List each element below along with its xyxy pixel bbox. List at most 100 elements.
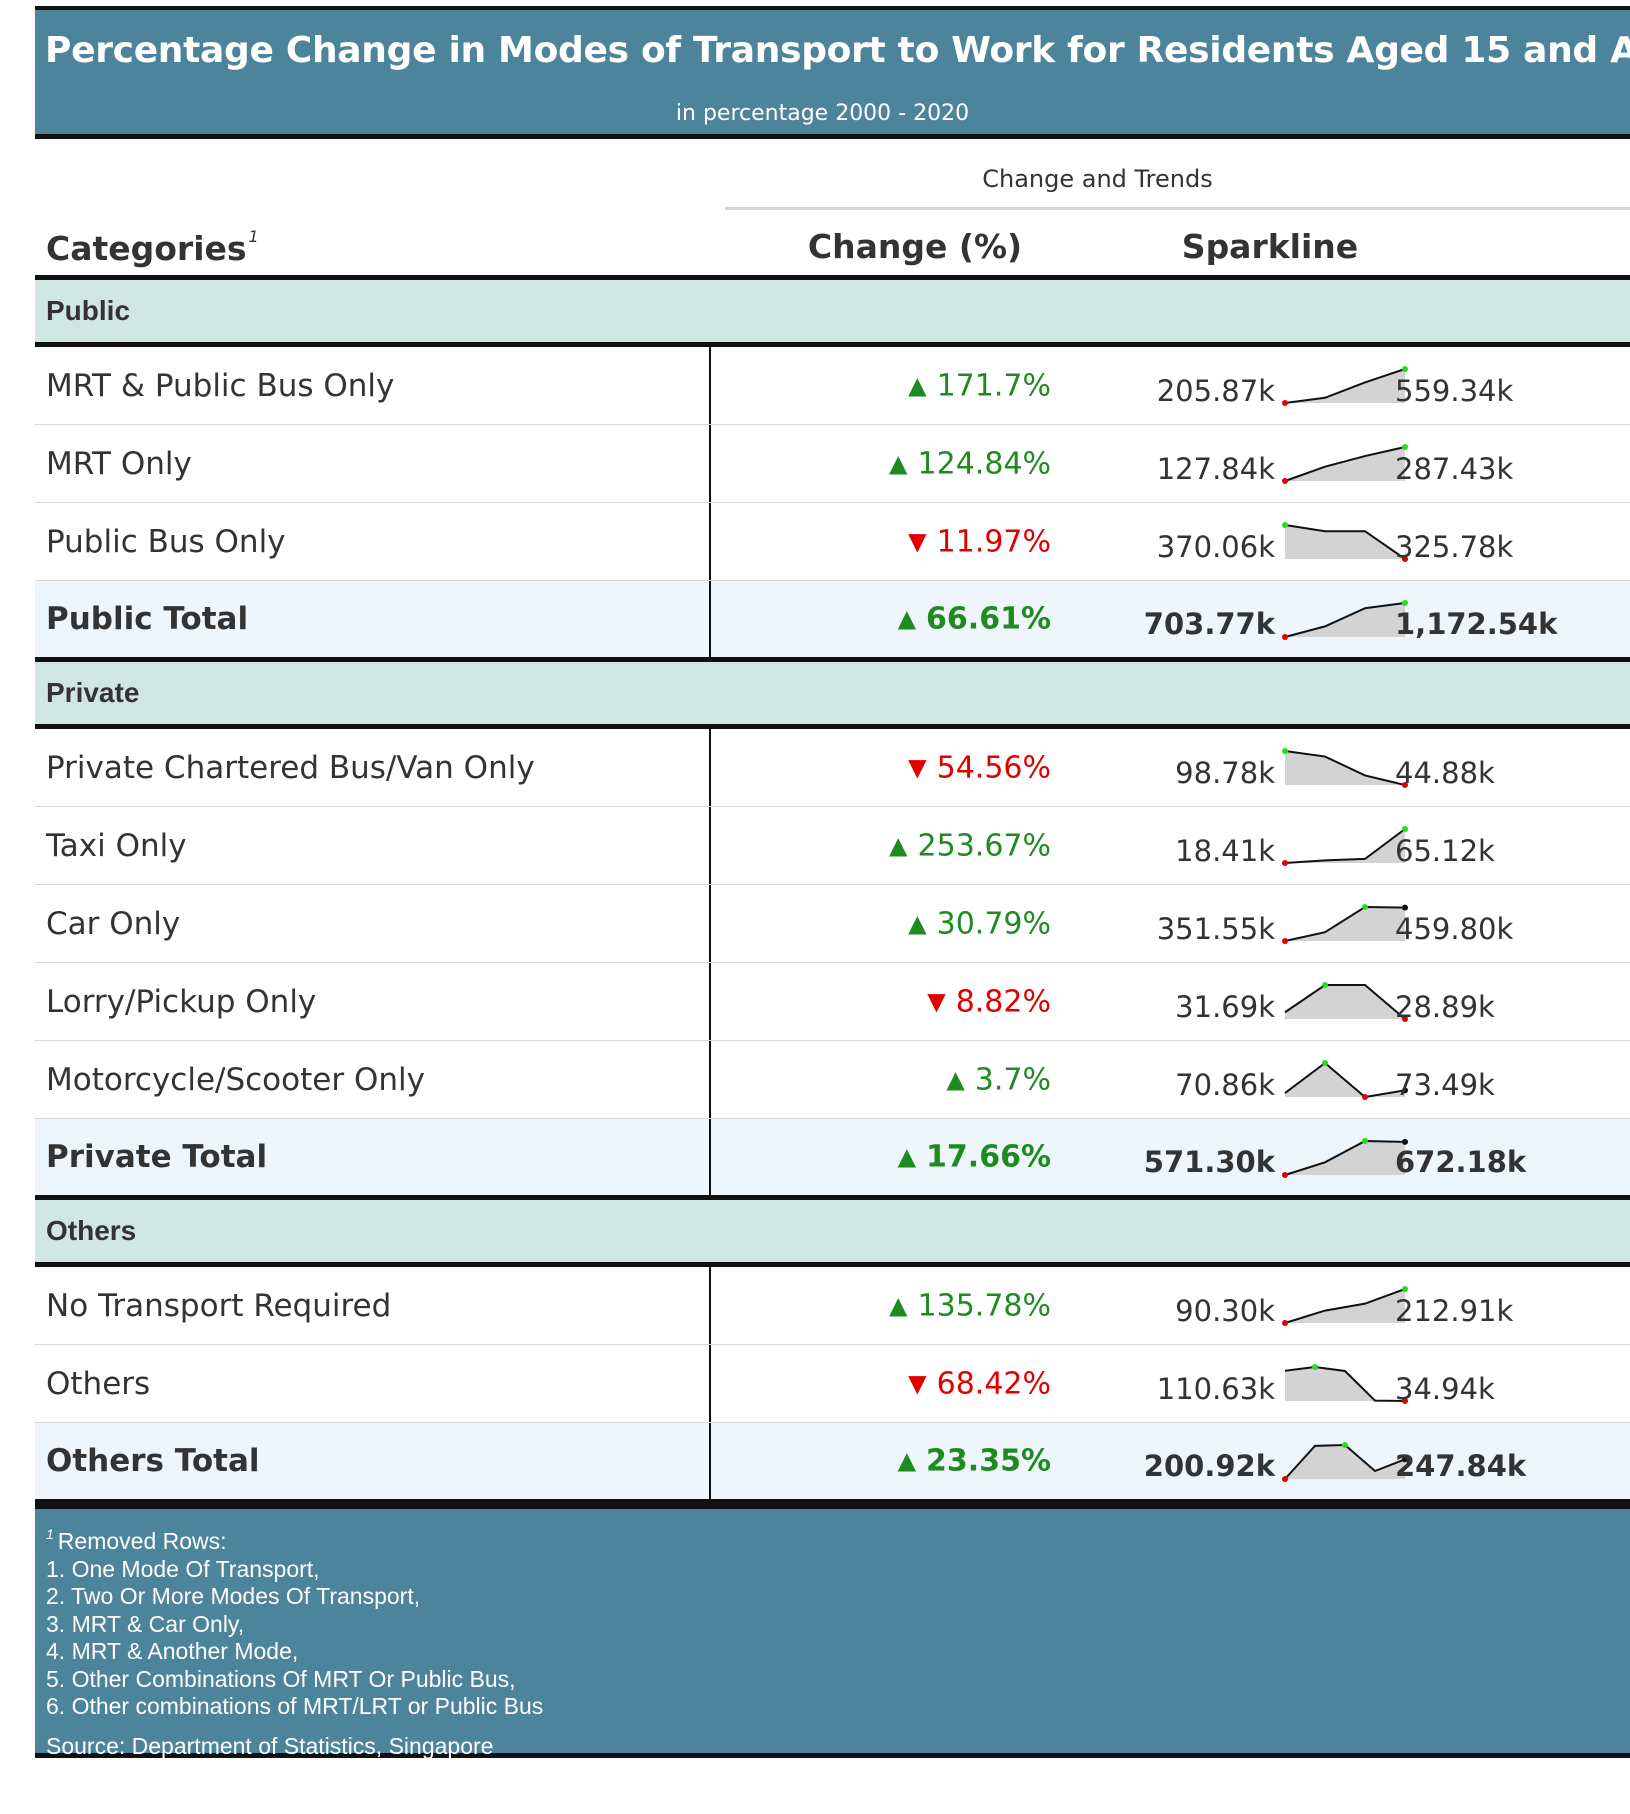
sparkline-max-marker xyxy=(1322,982,1328,988)
sparkline-max-marker xyxy=(1402,444,1408,450)
table-row: Lorry/Pickup Only ▼ 8.82% 31.69k 28.89k xyxy=(35,963,1630,1041)
sparkline-min-marker xyxy=(1402,1398,1408,1404)
sparkline-start-value: 703.77k xyxy=(1143,607,1275,642)
sparkline-max-marker xyxy=(1402,366,1408,372)
sparkline-start-value: 98.78k xyxy=(1175,755,1275,790)
sparkline xyxy=(1282,748,1408,788)
column-divider xyxy=(709,1119,711,1195)
spanner-rule xyxy=(725,207,1630,210)
sparkline-end-marker xyxy=(1402,1456,1408,1463)
sparkline-area xyxy=(1285,603,1405,637)
change-value: ▲ 124.84% xyxy=(725,446,1051,481)
sparkline-min-marker xyxy=(1282,1320,1288,1326)
sparkline-start-value: 110.63k xyxy=(1156,1371,1275,1406)
sparkline-end-marker xyxy=(1402,1087,1408,1094)
sparkline-max-marker xyxy=(1312,1364,1318,1370)
sparkline-max-marker xyxy=(1362,1138,1368,1144)
sparkline-line xyxy=(1284,602,1406,638)
sparkline xyxy=(1284,1060,1408,1100)
sparkline-max-marker xyxy=(1402,826,1408,832)
arrow-up-icon: ▲ xyxy=(897,1142,917,1171)
sparkline-start-value: 571.30k xyxy=(1143,1145,1275,1180)
category-label: Taxi Only xyxy=(46,827,187,864)
sparkline-max-marker xyxy=(1282,522,1288,528)
footnote-item: 2. Two Or More Modes Of Transport, xyxy=(46,1583,421,1609)
column-divider xyxy=(709,425,711,502)
group-row-others: Others xyxy=(35,1200,1630,1267)
arrow-up-icon: ▲ xyxy=(946,1065,965,1093)
footnote-item: 6. Other combinations of MRT/LRT or Publ… xyxy=(46,1693,544,1719)
change-percent: 23.35% xyxy=(926,1443,1051,1479)
change-percent: 11.97% xyxy=(936,524,1051,559)
change-value: ▲ 66.61% xyxy=(725,602,1051,637)
table-row: Others ▼ 68.42% 110.63k 34.94k xyxy=(35,1345,1630,1423)
sparkline-line xyxy=(1284,368,1406,404)
arrow-down-icon: ▼ xyxy=(908,753,927,781)
arrow-up-icon: ▲ xyxy=(889,449,908,477)
sparkline-min-marker xyxy=(1282,400,1288,406)
sparkline-line xyxy=(1284,1365,1406,1402)
sparkline-area xyxy=(1285,369,1405,403)
column-divider xyxy=(709,1041,711,1118)
group-label: Private xyxy=(46,677,140,708)
sparkline xyxy=(1282,600,1408,640)
table-title: Percentage Change in Modes of Transport … xyxy=(45,30,1630,71)
total-row: Public Total ▲ 66.61% 703.77k 1,172.54k xyxy=(35,581,1630,662)
sparkline-line xyxy=(1284,524,1406,560)
sparkline-min-marker xyxy=(1282,860,1288,866)
sparkline-line xyxy=(1284,750,1406,786)
arrow-up-icon: ▲ xyxy=(897,1446,917,1475)
sparkline-min-marker xyxy=(1282,1172,1288,1178)
category-label: No Transport Required xyxy=(46,1287,392,1324)
change-value: ▼ 68.42% xyxy=(725,1366,1051,1401)
sparkline-end-value: 287.43k xyxy=(1395,451,1514,486)
sparkline-min-marker xyxy=(1402,1016,1408,1022)
category-label: Lorry/Pickup Only xyxy=(46,983,317,1020)
sparkline xyxy=(1282,904,1408,944)
column-divider xyxy=(709,1267,711,1344)
sparkline-start-value: 90.30k xyxy=(1175,1293,1275,1328)
sparkline-line xyxy=(1284,1288,1406,1324)
footnote-mark: 1 xyxy=(46,1526,54,1542)
change-percent: 8.82% xyxy=(955,984,1051,1019)
sparkline-line xyxy=(1284,1139,1406,1176)
change-percent: 17.66% xyxy=(926,1139,1051,1175)
column-divider xyxy=(709,581,711,657)
group-row-public: Public xyxy=(35,280,1630,347)
sparkline-start-value: 70.86k xyxy=(1175,1067,1275,1102)
table-row: Taxi Only ▲ 253.67% 18.41k 65.12k xyxy=(35,807,1630,885)
table-row: MRT Only ▲ 124.84% 127.84k 287.43k xyxy=(35,425,1630,503)
sparkline-line xyxy=(1284,446,1406,482)
change-percent: 171.7% xyxy=(936,368,1051,403)
arrow-up-icon: ▲ xyxy=(889,1291,908,1319)
table-body: Public MRT & Public Bus Only ▲ 171.7% 205.87… xyxy=(35,280,1630,1504)
category-label: Car Only xyxy=(46,905,181,942)
change-value: ▼ 8.82% xyxy=(725,984,1051,1019)
category-label: Others xyxy=(46,1365,151,1402)
sparkline xyxy=(1282,826,1408,866)
sparkline-end-value: 459.80k xyxy=(1395,911,1514,946)
category-label: Public Bus Only xyxy=(46,523,286,560)
change-value: ▲ 17.66% xyxy=(725,1140,1051,1175)
sparkline-start-value: 370.06k xyxy=(1156,529,1275,564)
sparkline-area xyxy=(1285,751,1405,785)
column-divider xyxy=(709,729,711,806)
arrow-down-icon: ▼ xyxy=(908,527,927,555)
table-row: Motorcycle/Scooter Only ▲ 3.7% 70.86k 73.49k xyxy=(35,1041,1630,1119)
category-label: MRT & Public Bus Only xyxy=(46,367,395,404)
category-label: Private Chartered Bus/Van Only xyxy=(46,749,535,786)
sparkline-area xyxy=(1285,907,1405,941)
sparkline-area xyxy=(1285,1367,1405,1401)
column-divider xyxy=(709,885,711,962)
change-percent: 66.61% xyxy=(926,601,1051,637)
footnote-item: 4. MRT & Another Mode, xyxy=(46,1638,299,1664)
column-divider xyxy=(709,1345,711,1422)
sparkline-max-marker xyxy=(1282,748,1288,754)
category-label: Private Total xyxy=(46,1139,268,1175)
change-percent: 68.42% xyxy=(936,1366,1051,1401)
sparkline-max-marker xyxy=(1402,1286,1408,1292)
spanner-label: Change and Trends xyxy=(982,165,1213,193)
column-header-categories: Categories 1 xyxy=(46,227,259,268)
change-value: ▼ 11.97% xyxy=(725,524,1051,559)
arrow-up-icon: ▲ xyxy=(897,604,917,633)
